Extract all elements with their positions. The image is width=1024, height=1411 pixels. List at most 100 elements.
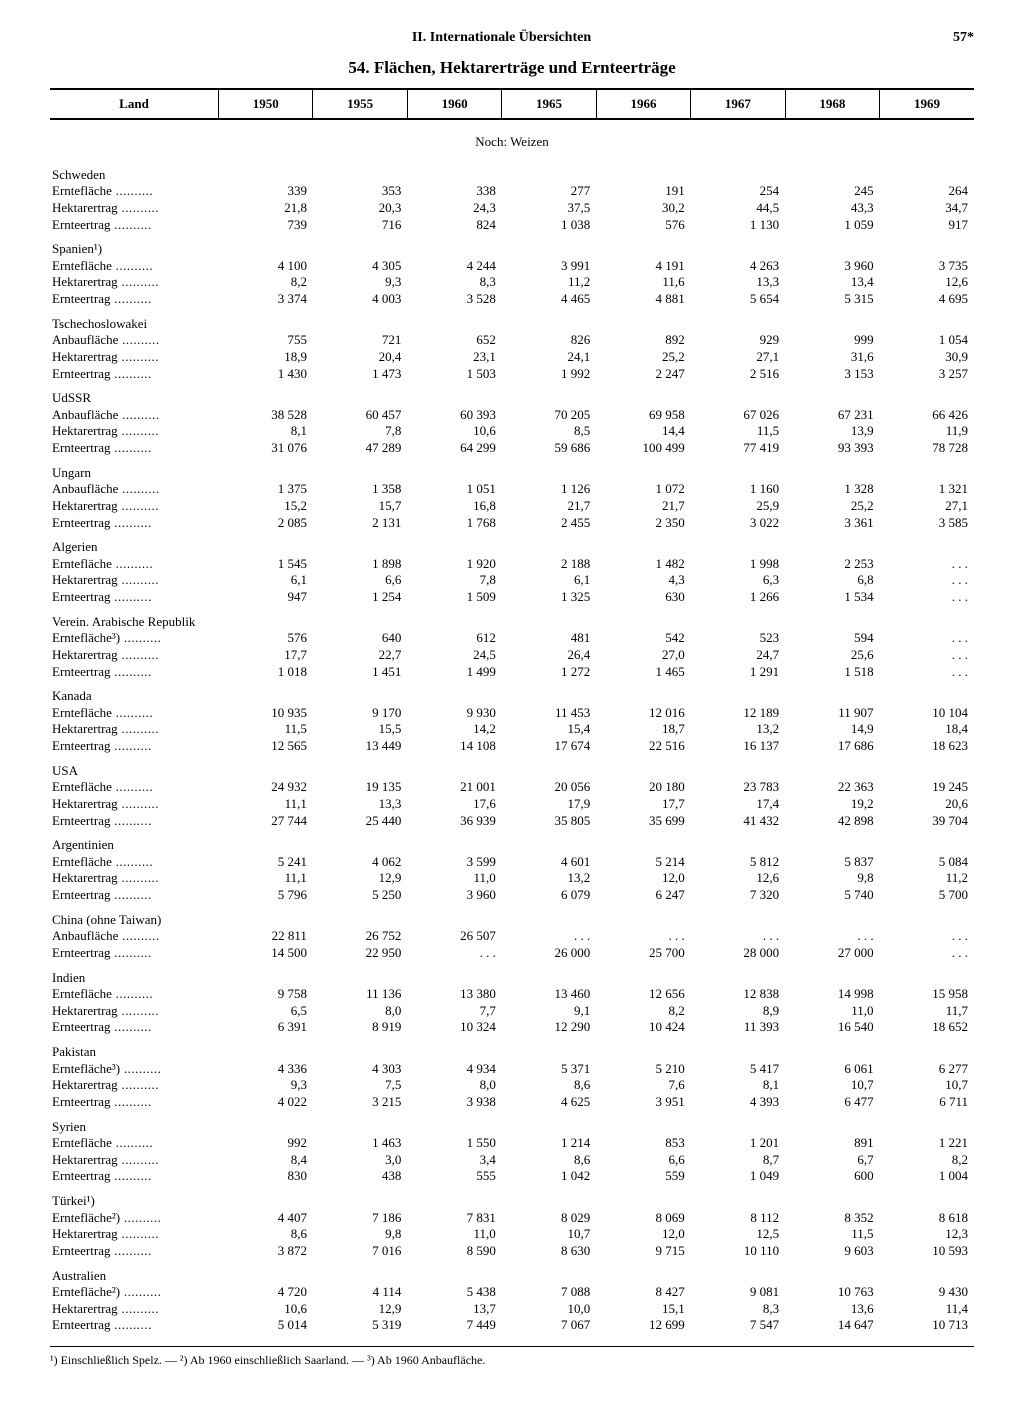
cell-value: 3 374 — [219, 291, 313, 308]
metric-label: Ernteertrag — [50, 1317, 219, 1334]
cell-value: 1 482 — [596, 556, 690, 573]
cell-value: 12,9 — [313, 1301, 407, 1318]
cell-value: 18 652 — [880, 1019, 974, 1036]
cell-value: 8,1 — [219, 423, 313, 440]
cell-value: 10 593 — [880, 1243, 974, 1260]
cell-value: 2 350 — [596, 515, 690, 532]
cell-value: 28 000 — [691, 945, 785, 962]
cell-value: 13,3 — [313, 796, 407, 813]
metric-label: Ernteertrag — [50, 217, 219, 234]
metric-label: Hektarertrag — [50, 498, 219, 515]
cell-value: 6 061 — [785, 1061, 879, 1078]
cell-value: 6,3 — [691, 572, 785, 589]
cell-value: 6,1 — [219, 572, 313, 589]
cell-value: 13 460 — [502, 986, 596, 1003]
cell-value: 24,3 — [407, 200, 501, 217]
metric-label: Anbaufläche — [50, 928, 219, 945]
country-name: Verein. Arabische Republik — [50, 608, 219, 631]
cell-value: 4 336 — [219, 1061, 313, 1078]
cell-value: 12,6 — [880, 274, 974, 291]
metric-label: Hektarertrag — [50, 349, 219, 366]
cell-value: 26 752 — [313, 928, 407, 945]
metric-label: Hektarertrag — [50, 200, 219, 217]
col-year: 1968 — [785, 89, 879, 119]
cell-value: 1 038 — [502, 217, 596, 234]
cell-value: 1 509 — [407, 589, 501, 606]
cell-value: 9,3 — [313, 274, 407, 291]
metric-label: Erntefläche — [50, 258, 219, 275]
cell-value: 12,0 — [596, 1226, 690, 1243]
cell-value: 10,7 — [880, 1077, 974, 1094]
cell-value: 4 720 — [219, 1284, 313, 1301]
cell-value: 652 — [407, 332, 501, 349]
cell-value: 947 — [219, 589, 313, 606]
cell-value: 10 110 — [691, 1243, 785, 1260]
cell-value: 1 054 — [880, 332, 974, 349]
cell-value: 16 540 — [785, 1019, 879, 1036]
cell-value: 19,2 — [785, 796, 879, 813]
cell-value: 13,3 — [691, 274, 785, 291]
cell-value: 12 290 — [502, 1019, 596, 1036]
cell-value: 8 029 — [502, 1210, 596, 1227]
metric-label: Hektarertrag — [50, 870, 219, 887]
cell-value: 3 153 — [785, 366, 879, 383]
metric-label: Ernteertrag — [50, 945, 219, 962]
cell-value: 21,8 — [219, 200, 313, 217]
cell-value: 1 018 — [219, 664, 313, 681]
cell-value: 1 545 — [219, 556, 313, 573]
cell-value: 992 — [219, 1135, 313, 1152]
cell-value: 481 — [502, 630, 596, 647]
cell-value: 339 — [219, 183, 313, 200]
cell-value: 14,4 — [596, 423, 690, 440]
cell-value: 10,0 — [502, 1301, 596, 1318]
cell-value: 4,3 — [596, 572, 690, 589]
cell-value: 1 266 — [691, 589, 785, 606]
cell-value: 13,7 — [407, 1301, 501, 1318]
cell-value: 60 457 — [313, 407, 407, 424]
cell-value: 24 932 — [219, 779, 313, 796]
cell-value: 4 695 — [880, 291, 974, 308]
cell-value: 13,9 — [785, 423, 879, 440]
cell-value: 93 393 — [785, 440, 879, 457]
metric-label: Hektarertrag — [50, 274, 219, 291]
cell-value: 3 215 — [313, 1094, 407, 1111]
cell-value: 17,6 — [407, 796, 501, 813]
cell-value: . . . — [880, 928, 974, 945]
cell-value: 5 084 — [880, 854, 974, 871]
cell-value: 24,5 — [407, 647, 501, 664]
cell-value: 824 — [407, 217, 501, 234]
cell-value: 12,5 — [691, 1226, 785, 1243]
cell-value: 4 263 — [691, 258, 785, 275]
cell-value: 6,7 — [785, 1152, 879, 1169]
cell-value: 12,0 — [596, 870, 690, 887]
cell-value: 7 320 — [691, 887, 785, 904]
cell-value: 8,2 — [219, 274, 313, 291]
cell-value: 11,4 — [880, 1301, 974, 1318]
country-name: Argentinien — [50, 831, 219, 854]
cell-value: 59 686 — [502, 440, 596, 457]
cell-value: 1 201 — [691, 1135, 785, 1152]
cell-value: 4 934 — [407, 1061, 501, 1078]
cell-value: 1 998 — [691, 556, 785, 573]
cell-value: 26,4 — [502, 647, 596, 664]
cell-value: 3 951 — [596, 1094, 690, 1111]
cell-value: . . . — [880, 572, 974, 589]
cell-value: 10 935 — [219, 705, 313, 722]
cell-value: 4 881 — [596, 291, 690, 308]
cell-value: . . . — [880, 589, 974, 606]
cell-value: 25 440 — [313, 813, 407, 830]
cell-value: 27,1 — [691, 349, 785, 366]
cell-value: 1 272 — [502, 664, 596, 681]
cell-value: 35 805 — [502, 813, 596, 830]
cell-value: 8 618 — [880, 1210, 974, 1227]
cell-value: 15,1 — [596, 1301, 690, 1318]
cell-value: 11,1 — [219, 796, 313, 813]
cell-value: 15 958 — [880, 986, 974, 1003]
cell-value: 8,6 — [502, 1077, 596, 1094]
cell-value: 245 — [785, 183, 879, 200]
cell-value: 17,9 — [502, 796, 596, 813]
cell-value: 3 361 — [785, 515, 879, 532]
cell-value: 12 565 — [219, 738, 313, 755]
cell-value: 8,0 — [407, 1077, 501, 1094]
cell-value: 5 740 — [785, 887, 879, 904]
